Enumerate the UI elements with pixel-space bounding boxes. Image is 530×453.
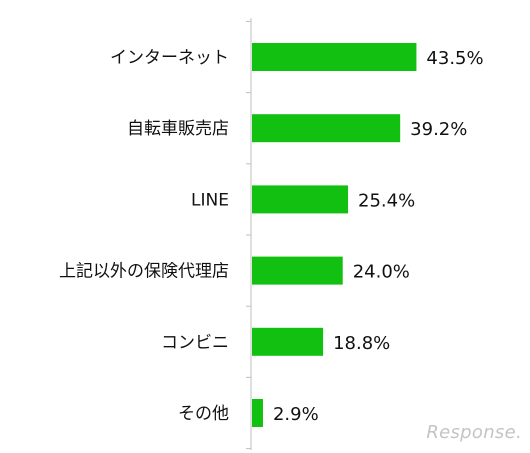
category-label: LINE [191, 190, 229, 210]
bar [252, 114, 401, 143]
value-label: 24.0% [353, 262, 410, 283]
response-logo: Response. [426, 422, 522, 443]
bar [252, 185, 349, 214]
category-label: コンビニ [161, 333, 229, 353]
value-label: 39.2% [410, 119, 467, 140]
bar [252, 256, 343, 285]
category-label: その他 [178, 404, 229, 424]
bar [252, 327, 324, 356]
value-label: 25.4% [358, 190, 415, 211]
category-label: 自転車販売店 [127, 119, 229, 139]
bar [252, 399, 263, 427]
bar [252, 43, 417, 71]
value-label: 18.8% [333, 333, 390, 354]
value-label: 2.9% [273, 404, 319, 425]
value-label: 43.5% [426, 48, 483, 69]
category-label: インターネット [110, 48, 229, 68]
category-label: 上記以外の保険代理店 [59, 262, 229, 282]
